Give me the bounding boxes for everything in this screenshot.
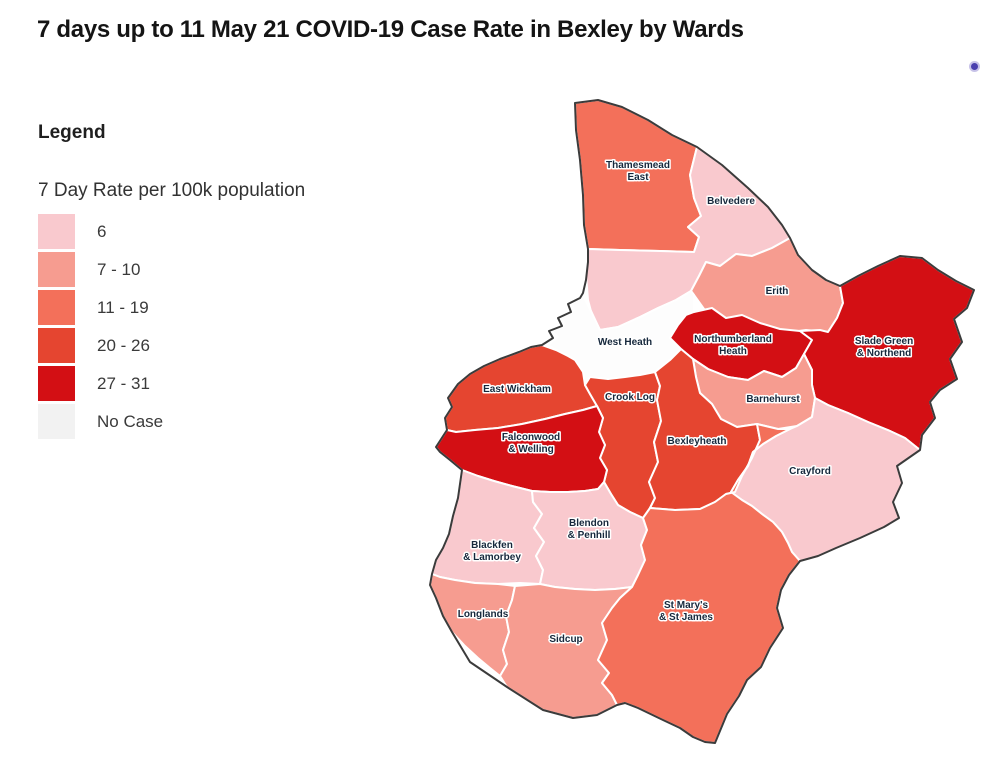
legend-label: 7 - 10 [97,259,141,279]
ward-label-northumberland-heath: Northumberland Heath [694,334,772,357]
ward-label-crook-log: Crook Log [605,392,655,403]
legend-item-27-31: 27 - 31 [38,366,398,401]
legend-label: 27 - 31 [97,373,150,393]
borough-outline [429,99,975,744]
ward-label-belvedere: Belvedere [707,196,755,207]
legend-rows: 6 7 - 10 11 - 19 20 - 26 27 - 31 No Case [38,214,398,439]
legend-swatch [38,366,75,401]
ward-label-blendon-penhill: Blendon & Penhill [568,518,611,541]
ward-label-sidcup: Sidcup [549,634,582,645]
ward-label-crayford: Crayford [789,466,831,477]
ward-label-falconwood-welling: Falconwood & Welling [502,432,560,455]
legend-label: 20 - 26 [97,335,150,355]
ward-label-thamesmead-east: Thamesmead East [606,160,670,183]
ward-label-barnehurst: Barnehurst [746,394,800,405]
legend-label: No Case [97,411,164,431]
ward-label-erith: Erith [766,286,789,297]
legend-swatch [38,404,75,439]
ward-label-longlands: Longlands [458,609,509,620]
legend-item-11-19: 11 - 19 [38,290,398,325]
legend-swatch [38,214,75,249]
legend-label: 6 [97,221,107,241]
ward-label-east-wickham: East Wickham [483,384,551,395]
legend-item-6: 6 [38,214,398,249]
ward-label-blackfen-lamorbey: Blackfen & Lamorbey [463,540,521,563]
legend-item-20-26: 20 - 26 [38,328,398,363]
ward-label-st-mary-s-st-james: St Mary's & St James [659,600,713,623]
ward-label-slade-green-northend: Slade Green & Northend [855,336,913,359]
ward-label-bexleyheath: Bexleyheath [668,436,727,447]
page-title: 7 days up to 11 May 21 COVID-19 Case Rat… [37,16,744,43]
legend-heading: Legend [38,122,106,143]
legend-item-7-10: 7 - 10 [38,252,398,287]
legend-panel: Legend 7 Day Rate per 100k population 6 7… [38,122,398,442]
legend-swatch [38,290,75,325]
legend-label: 11 - 19 [97,297,149,317]
legend-item-no-case: No Case [38,404,398,439]
map-marker-dot [971,63,978,70]
ward-label-west-heath: West Heath [598,337,652,348]
legend-subtitle: 7 Day Rate per 100k population [38,180,306,201]
ward-longlands[interactable] [429,573,516,677]
legend-swatch [38,328,75,363]
legend-swatch [38,252,75,287]
